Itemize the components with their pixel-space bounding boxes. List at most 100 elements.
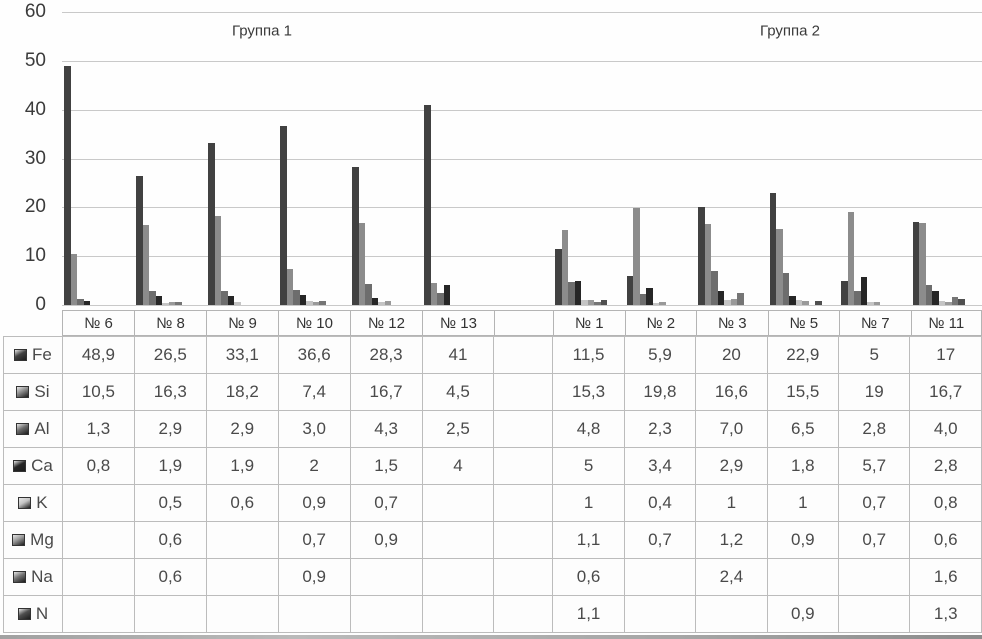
bar-si [358, 223, 365, 305]
table-value-cell [421, 484, 495, 522]
table-value-cell [277, 595, 351, 633]
table-value-cell: 5 [552, 447, 625, 485]
category-label: № 10 [278, 310, 350, 336]
gridline [62, 12, 982, 13]
table-value-cell [205, 558, 279, 596]
bar-k [867, 302, 874, 305]
table-value-cell: 5,7 [838, 447, 911, 485]
legend-cell-ca: Ca [3, 447, 63, 485]
bar-group-№10 [278, 12, 350, 305]
table-value-cell: 7,4 [277, 373, 351, 411]
bar-si [847, 212, 854, 305]
group-label-1: Группа 1 [231, 22, 293, 40]
table-value-cell: 1,2 [695, 521, 768, 559]
category-label: № 12 [350, 310, 422, 336]
category-label: № 7 [839, 310, 911, 336]
bar-k [378, 302, 385, 305]
table-value-cell: 10,5 [61, 373, 135, 411]
gridline [62, 305, 982, 306]
table-value-cell: 5,9 [623, 336, 697, 374]
element-label: Ca [31, 456, 53, 475]
bar-na [951, 297, 958, 305]
bar-si [142, 225, 149, 305]
bar-fe [555, 249, 562, 305]
bar-si [561, 230, 568, 305]
bar-group-№1 [553, 12, 625, 305]
bar-na [594, 302, 601, 305]
legend-swatch-icon [18, 497, 32, 509]
bar-k [234, 302, 241, 305]
gridline [62, 60, 982, 62]
category-separator-cell [494, 310, 553, 336]
bar-na [175, 302, 182, 305]
table-row-na: Na 0,6 0,9 0,6 2,4 1,6 [3, 558, 982, 596]
bar-fe [136, 176, 143, 305]
legend-cell-mg: Mg [3, 521, 63, 559]
table-value-cell [349, 558, 423, 596]
legend-swatch-icon [13, 460, 27, 472]
table-value-cell: 0,5 [133, 484, 207, 522]
bar-k [724, 300, 731, 305]
table-value-cell [421, 595, 495, 633]
gridline [62, 207, 982, 209]
table-value-cell: 22,9 [766, 336, 840, 374]
bar-si [633, 208, 640, 305]
table-value-cell: 1,3 [909, 595, 982, 633]
bar-fe [769, 193, 776, 305]
table-value-cell: 2,8 [838, 410, 911, 448]
table-value-cell: 0,7 [349, 484, 423, 522]
legend-swatch-icon [12, 534, 26, 546]
table-value-cell: 7,0 [695, 410, 768, 448]
category-label: № 1 [553, 310, 625, 336]
bar-mg [873, 302, 880, 305]
table-value-cell: 0,6 [205, 484, 279, 522]
table-value-cell: 2,8 [909, 447, 982, 485]
table-value-cell: 0,7 [838, 484, 911, 522]
legend-cell-al: Al [3, 410, 63, 448]
y-axis-tick-label: 60 [24, 1, 46, 22]
category-label: № 5 [767, 310, 839, 336]
category-label: № 8 [134, 310, 206, 336]
table-value-cell: 2,5 [421, 410, 495, 448]
category-axis-row: № 6 № 8 № 9 № 10 № 12 № 13 № 1 № 2 № 3 № 5 № 7 № 11 [62, 310, 982, 336]
bar-si [214, 216, 221, 305]
bar-k [306, 301, 313, 305]
table-value-cell: 0,7 [838, 521, 911, 559]
bar-ca [155, 296, 162, 305]
table-value-cell: 11,5 [552, 336, 625, 374]
table-value-cell: 16,6 [695, 373, 768, 411]
table-value-cell: 0,9 [766, 595, 840, 633]
table-value-cell [493, 484, 554, 522]
bar-fe [626, 276, 633, 305]
table-value-cell: 33,1 [205, 336, 279, 374]
bar-al [711, 271, 718, 305]
gridline [62, 109, 982, 111]
table-value-cell [205, 595, 279, 633]
table-value-cell: 2 [277, 447, 351, 485]
table-value-cell [695, 595, 768, 633]
table-value-cell: 2,9 [695, 447, 768, 485]
bar-n [600, 300, 607, 305]
table-value-cell [133, 595, 207, 633]
table-row-fe: Fe 48,9 26,5 33,1 36,6 28,3 41 11,5 5,9 20 22,9 5 17 [3, 336, 982, 374]
table-value-cell [61, 595, 135, 633]
bar-ca [860, 277, 867, 305]
table-value-cell: 0,8 [909, 484, 982, 522]
bar-al [149, 291, 156, 305]
table-row-ca: Ca 0,8 1,9 1,9 2 1,5 4 5 3,4 2,9 1,8 5,7 2,8 [3, 447, 982, 485]
bar-ca [371, 298, 378, 305]
table-value-cell: 0,6 [133, 521, 207, 559]
scan-artifact-edge [0, 635, 982, 639]
table-value-cell: 2,9 [205, 410, 279, 448]
category-label: № 3 [696, 310, 768, 336]
gridline [62, 256, 982, 258]
table-value-cell [623, 595, 697, 633]
bar-ca [443, 285, 450, 305]
table-value-cell: 1 [766, 484, 840, 522]
table-row-al: Al 1,3 2,9 2,9 3,0 4,3 2,5 4,8 2,3 7,0 6,5 2,8 4,0 [3, 410, 982, 448]
bar-chart: 0 10 20 30 40 50 60 Группа 1 Группа 2 № 6 № 8 № … [24, 1, 982, 336]
bar-n [815, 301, 822, 305]
table-value-cell: 15,3 [552, 373, 625, 411]
table-value-cell: 36,6 [277, 336, 351, 374]
element-label: Na [31, 567, 53, 586]
